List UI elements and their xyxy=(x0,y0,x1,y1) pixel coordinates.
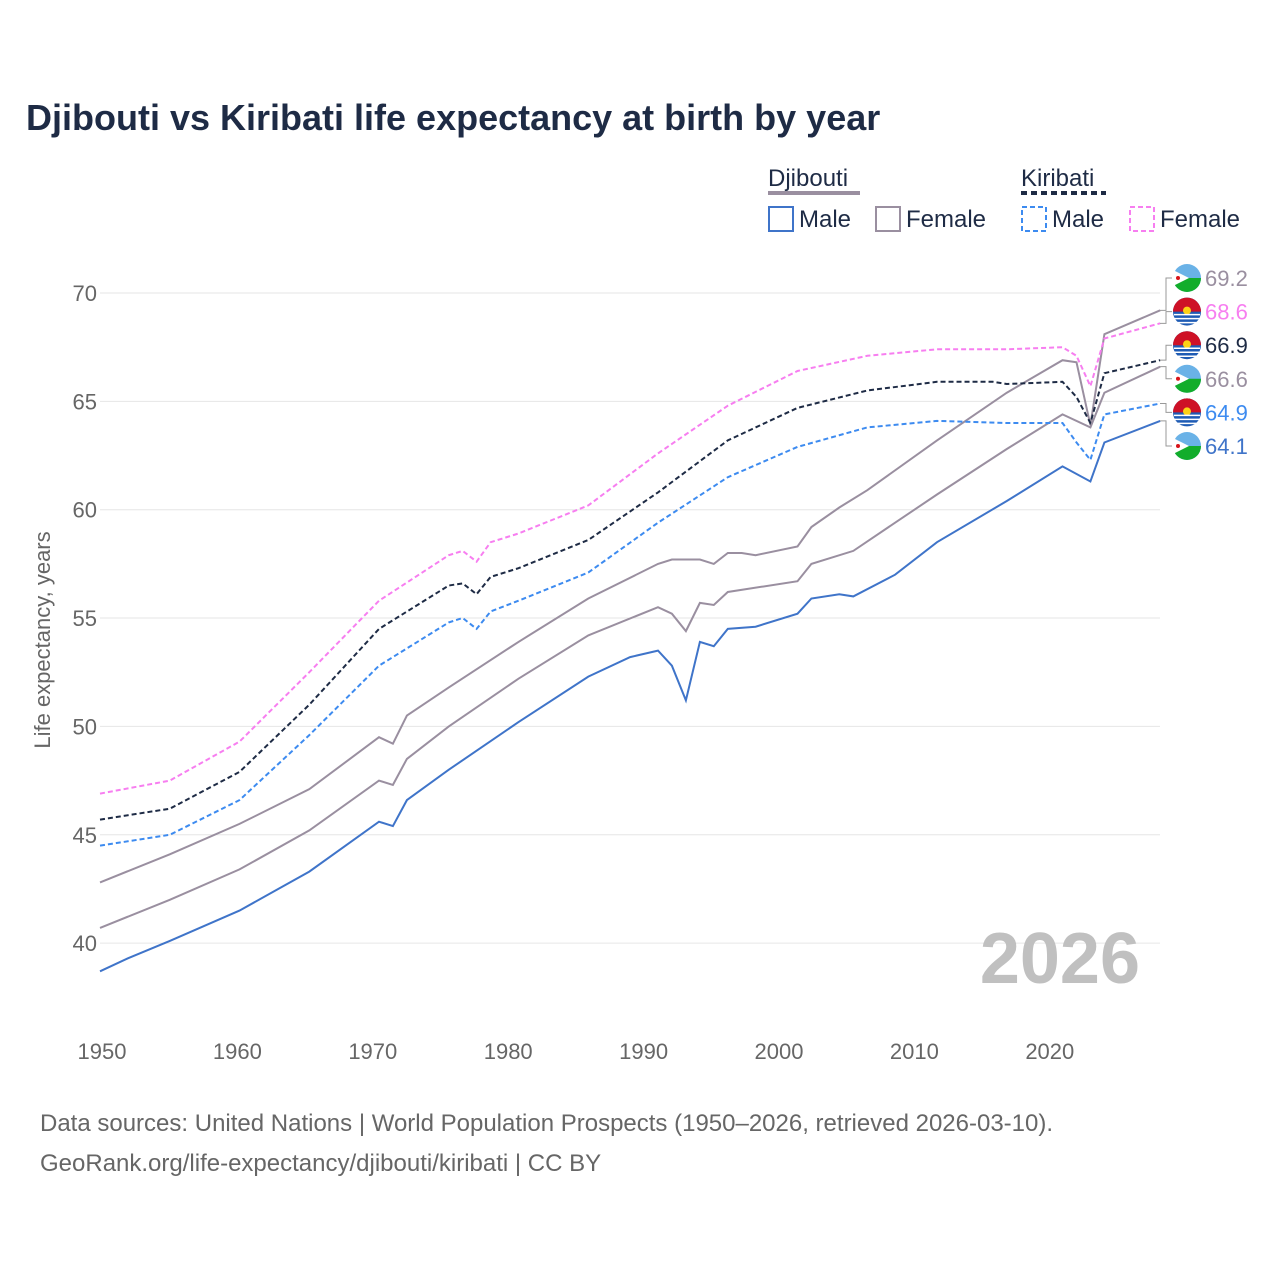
y-tick-label: 65 xyxy=(73,389,97,414)
x-tick-label: 2010 xyxy=(890,1039,939,1064)
kiribati-flag-icon xyxy=(1173,398,1201,427)
y-tick-label: 55 xyxy=(73,606,97,631)
series-line-kiribati-male xyxy=(99,402,1161,847)
y-tick-label: 45 xyxy=(73,823,97,848)
legend-group-djibouti[interactable]: Djibouti xyxy=(768,165,848,192)
x-tick-label: 2020 xyxy=(1025,1039,1074,1064)
kiribati-flag-icon xyxy=(1173,297,1201,326)
footer-sources: Data sources: United Nations | World Pop… xyxy=(40,1110,1053,1137)
series-line-djibouti-female xyxy=(99,309,1161,884)
y-tick-label: 60 xyxy=(73,498,97,523)
legend-swatch-djibouti-male xyxy=(768,206,794,232)
series-line-djibouti xyxy=(99,365,1161,929)
chart-title: Djibouti vs Kiribati life expectancy at … xyxy=(26,97,880,138)
x-tick-label: 2000 xyxy=(755,1039,804,1064)
x-tick-label: 1970 xyxy=(348,1039,397,1064)
x-tick-label: 1980 xyxy=(484,1039,533,1064)
end-label-connector xyxy=(1160,420,1172,447)
legend-swatch-kiribati-male xyxy=(1021,206,1047,232)
end-label-connector xyxy=(1160,366,1172,380)
legend-kiribati-female[interactable]: Female xyxy=(1160,206,1240,233)
legend: Djibouti Male Female Kiribati Male Femal… xyxy=(768,165,1240,233)
series-line-kiribati-female xyxy=(99,322,1161,795)
y-axis-label: Life expectancy, years xyxy=(30,531,55,748)
series-line-kiribati xyxy=(99,359,1161,821)
series-line-djibouti-male xyxy=(99,419,1161,973)
y-tick-label: 70 xyxy=(73,281,97,306)
footer-link[interactable]: GeoRank.org/life-expectancy/djibouti/kir… xyxy=(40,1150,601,1177)
legend-kiribati-male[interactable]: Male xyxy=(1052,206,1104,233)
end-value-label: 64.1 xyxy=(1205,434,1248,459)
x-tick-label: 1960 xyxy=(213,1039,262,1064)
x-tick-label: 1950 xyxy=(78,1039,127,1064)
legend-swatch-djibouti-female xyxy=(875,206,901,232)
end-label-connector xyxy=(1160,403,1172,413)
legend-djibouti-male[interactable]: Male xyxy=(799,206,851,233)
end-value-label: 64.9 xyxy=(1205,400,1248,425)
y-tick-label: 40 xyxy=(73,931,97,956)
x-tick-label: 1990 xyxy=(619,1039,668,1064)
end-label-connector xyxy=(1160,311,1172,324)
end-label-connector xyxy=(1160,344,1172,361)
end-value-label: 68.6 xyxy=(1205,300,1248,325)
end-value-label: 66.6 xyxy=(1205,367,1248,392)
djibouti-flag-icon xyxy=(1173,432,1201,460)
end-value-label: 69.2 xyxy=(1205,266,1248,291)
end-value-label: 66.9 xyxy=(1205,333,1248,358)
kiribati-flag-icon xyxy=(1173,331,1201,360)
y-tick-label: 50 xyxy=(73,714,97,739)
end-label-connector xyxy=(1160,277,1172,311)
legend-group-kiribati[interactable]: Kiribati xyxy=(1021,165,1094,192)
djibouti-flag-icon xyxy=(1173,364,1201,393)
legend-swatch-kiribati-female xyxy=(1129,206,1155,232)
year-watermark: 2026 xyxy=(980,919,1140,999)
djibouti-flag-icon xyxy=(1173,264,1201,292)
legend-djibouti-female[interactable]: Female xyxy=(906,206,986,233)
